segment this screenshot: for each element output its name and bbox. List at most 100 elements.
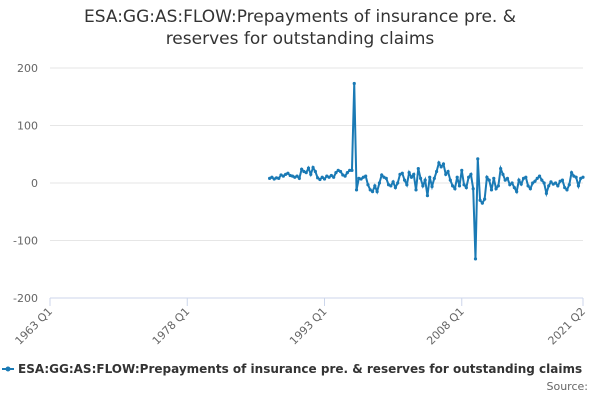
- data-point: [400, 171, 404, 175]
- data-point: [537, 174, 542, 178]
- data-point: [334, 171, 338, 175]
- data-point: [510, 181, 514, 185]
- data-point: [499, 167, 503, 171]
- data-point: [483, 197, 487, 201]
- data-point: [434, 169, 439, 174]
- data-point: [304, 171, 308, 175]
- data-point: [354, 188, 359, 192]
- data-point: [402, 178, 407, 182]
- data-point: [414, 188, 418, 192]
- data-point: [485, 175, 489, 179]
- data-point: [432, 176, 436, 180]
- data-point: [439, 165, 443, 169]
- y-tick-label: 200: [17, 62, 38, 75]
- data-point: [560, 178, 565, 182]
- data-point: [542, 181, 546, 185]
- data-point: [489, 188, 494, 192]
- data-point: [505, 176, 510, 180]
- data-point: [320, 175, 324, 179]
- data-point: [306, 166, 311, 170]
- data-point: [423, 178, 427, 182]
- data-point: [581, 175, 585, 179]
- data-point: [380, 173, 384, 177]
- data-point: [425, 194, 430, 198]
- data-point: [512, 186, 516, 190]
- data-point: [373, 184, 377, 188]
- data-point: [345, 171, 349, 175]
- data-point: [396, 181, 400, 185]
- data-point: [565, 188, 569, 192]
- data-point: [277, 176, 281, 180]
- data-point: [444, 172, 448, 176]
- data-point: [467, 175, 471, 179]
- x-tick-label: 1993 Q1: [287, 305, 330, 348]
- data-point: [492, 176, 496, 180]
- data-point: [430, 184, 434, 189]
- data-point: [352, 81, 356, 86]
- data-point: [515, 190, 519, 194]
- data-point: [441, 162, 446, 166]
- data-point: [329, 173, 333, 178]
- data-point: [508, 183, 512, 187]
- data-point: [528, 187, 532, 191]
- data-point: [446, 169, 450, 174]
- data-point: [389, 184, 393, 188]
- data-point: [370, 190, 375, 194]
- data-point: [569, 171, 574, 175]
- data-point: [576, 184, 581, 188]
- source: Source:: [547, 380, 589, 393]
- data-point: [295, 174, 299, 178]
- data-point: [567, 183, 571, 187]
- data-point: [281, 174, 285, 178]
- data-point: [309, 172, 313, 176]
- data-point: [556, 184, 560, 188]
- data-point: [359, 177, 363, 181]
- data-point: [464, 186, 468, 190]
- data-point: [487, 178, 491, 182]
- data-point: [270, 175, 274, 179]
- data-point: [526, 184, 530, 188]
- data-point: [501, 172, 505, 176]
- data-point: [318, 177, 322, 182]
- data-point: [469, 172, 473, 176]
- data-point: [451, 184, 455, 188]
- chart-title: ESA:GG:AS:FLOW:Prepayments of insurance …: [84, 7, 516, 49]
- x-tick-label: 1963 Q1: [13, 305, 56, 348]
- data-point: [377, 181, 382, 185]
- y-tick-label: -100: [13, 235, 38, 248]
- data-point: [448, 178, 452, 182]
- x-tick-label: 2008 Q1: [424, 305, 467, 348]
- data-point: [364, 174, 368, 178]
- data-point: [350, 168, 354, 172]
- data-point: [409, 175, 414, 179]
- data-point: [393, 186, 398, 190]
- data-point: [535, 176, 539, 180]
- data-point: [311, 165, 315, 170]
- data-point: [480, 201, 484, 205]
- legend-label: ESA:GG:AS:FLOW:Prepayments of insurance …: [18, 362, 582, 376]
- data-point: [544, 191, 548, 195]
- data-point: [297, 176, 301, 180]
- data-point: [316, 176, 320, 180]
- data-point: [405, 183, 409, 187]
- data-point: [384, 176, 388, 180]
- data-point: [416, 167, 420, 171]
- data-point: [437, 161, 441, 165]
- data-point: [503, 178, 507, 182]
- data-point: [533, 179, 537, 183]
- data-point: [375, 190, 379, 194]
- data-point: [428, 175, 432, 179]
- y-tick-label: -200: [13, 292, 38, 305]
- data-point: [322, 177, 327, 181]
- data-point: [412, 172, 416, 176]
- legend-marker: [5, 366, 11, 372]
- data-point: [327, 175, 331, 179]
- data-point: [460, 168, 464, 172]
- data-point: [418, 176, 423, 180]
- y-tick-label: 100: [17, 120, 38, 133]
- data-point: [524, 175, 528, 179]
- data-point: [453, 187, 457, 191]
- data-point: [343, 174, 347, 178]
- data-point: [531, 181, 535, 185]
